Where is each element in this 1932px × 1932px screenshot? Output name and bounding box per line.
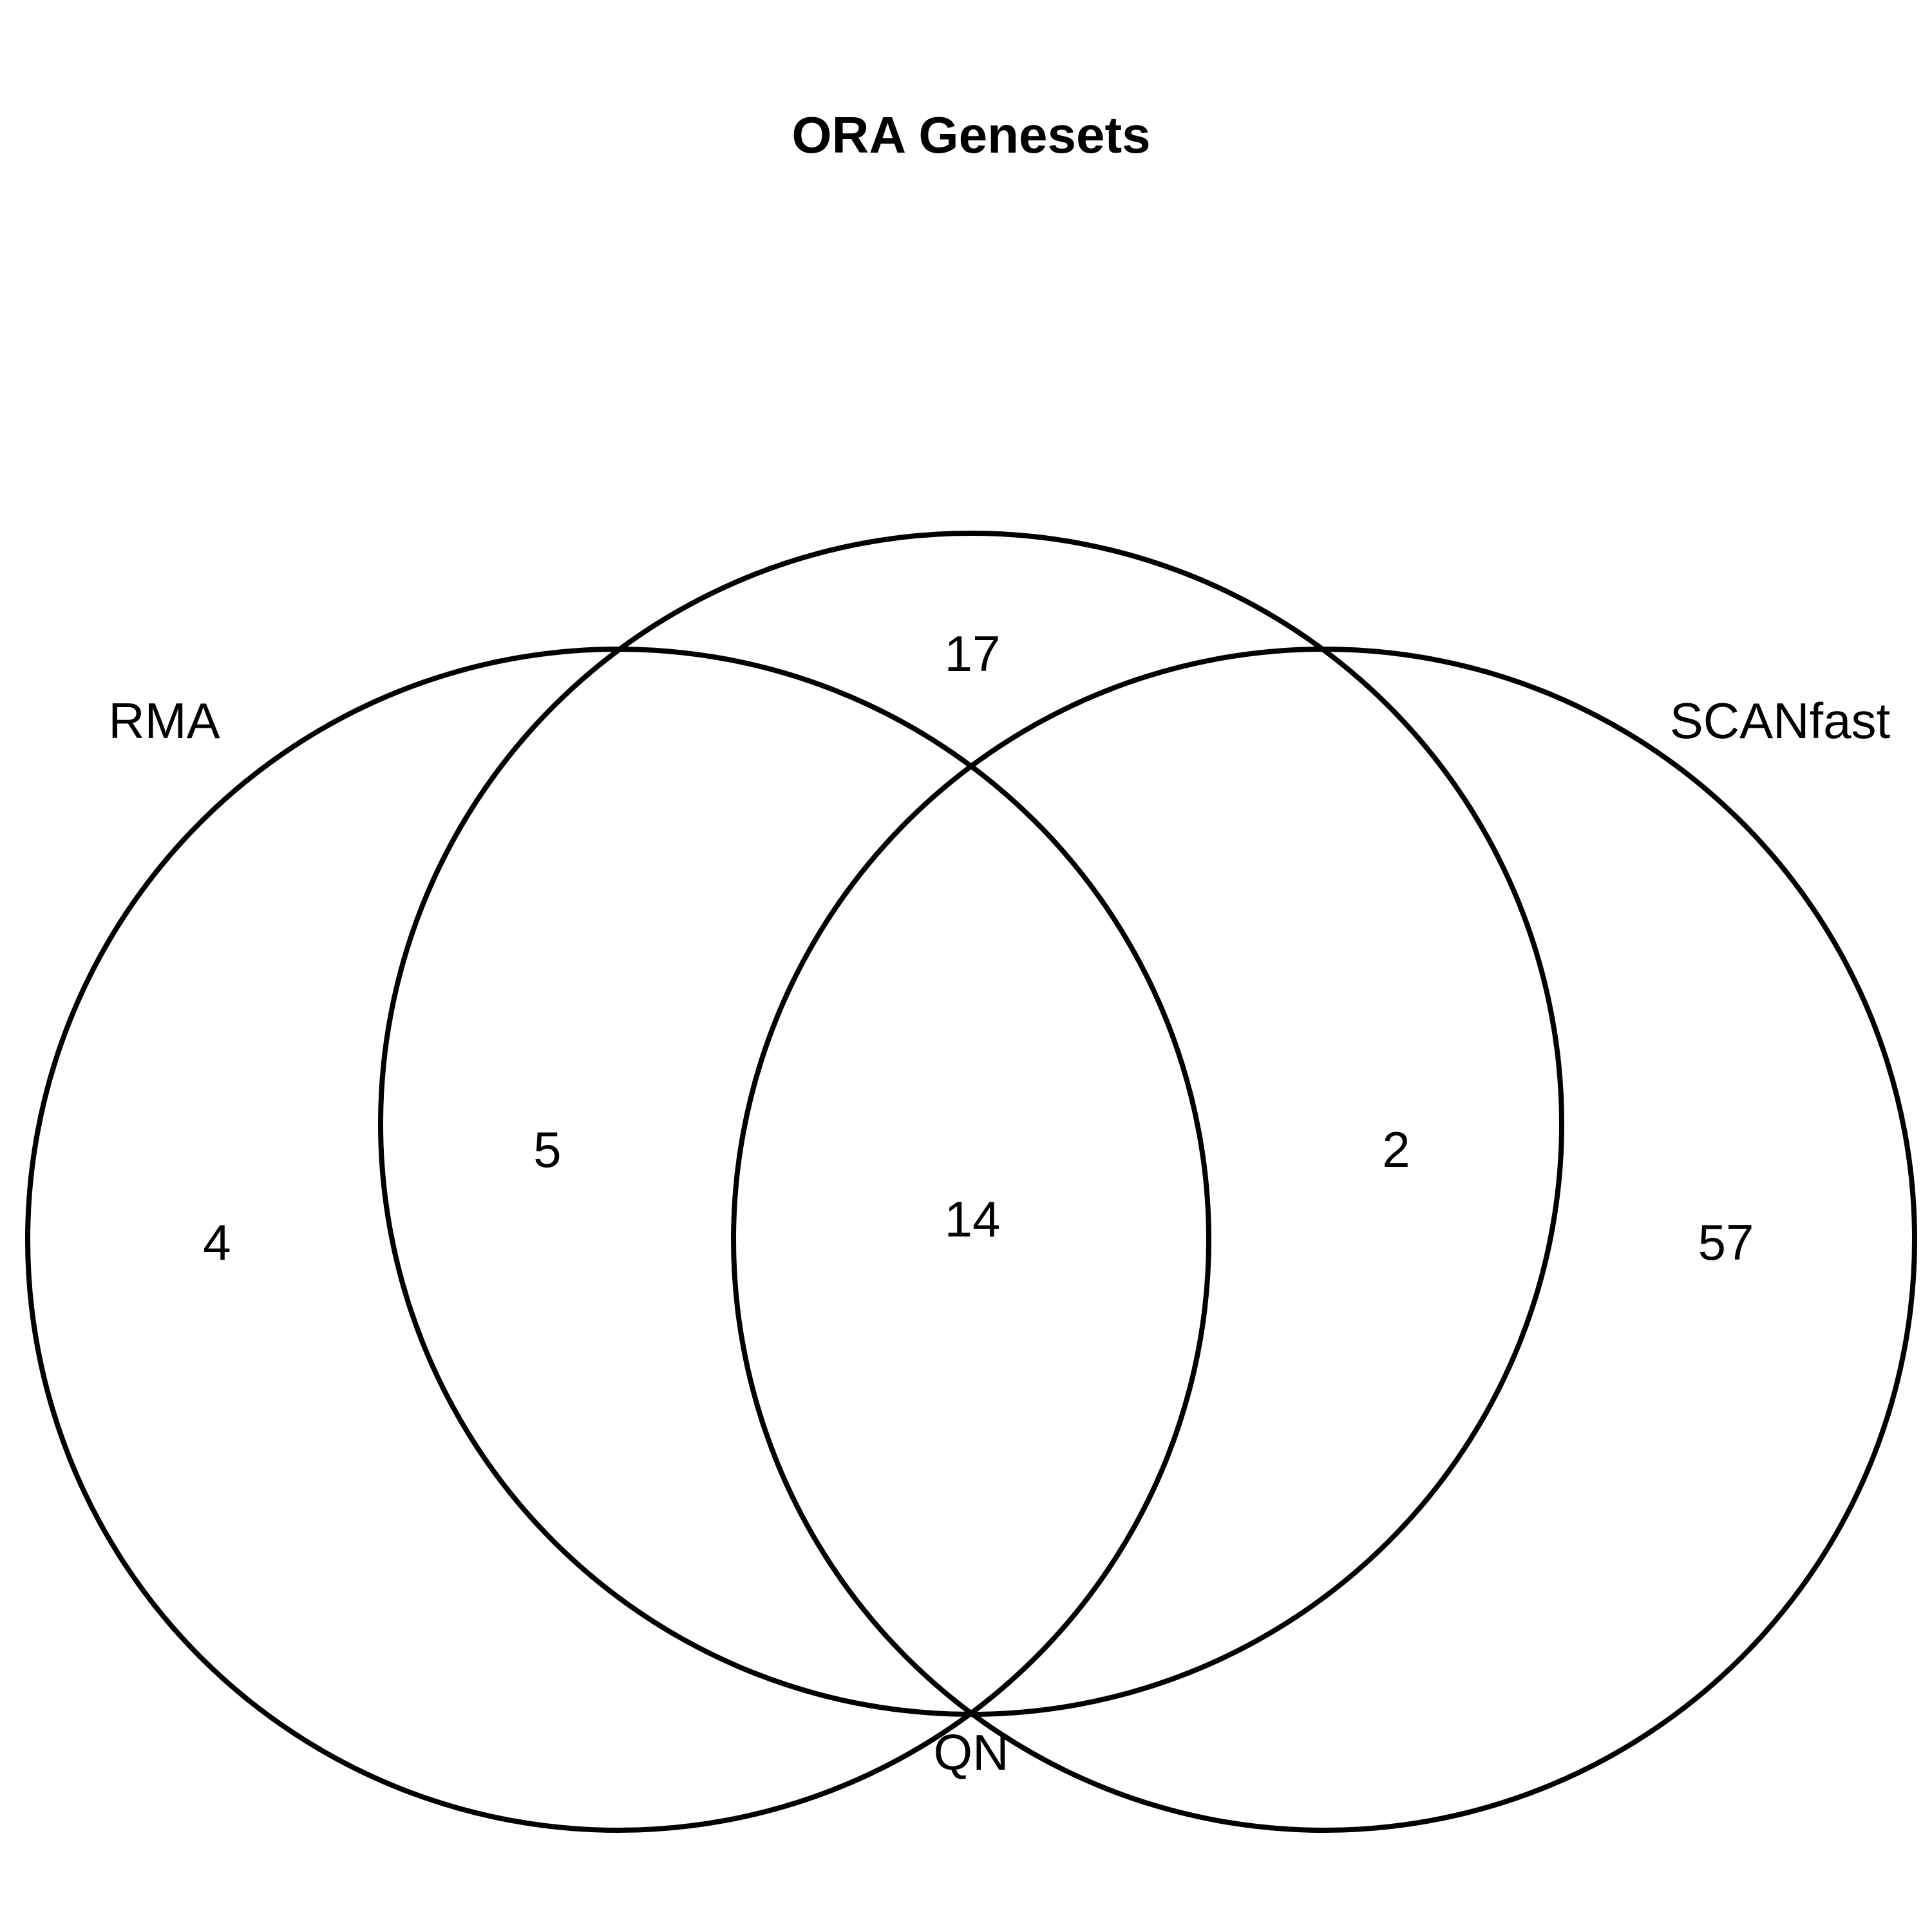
set-label-rma: RMA — [108, 692, 220, 749]
count-qn-only: 17 — [945, 625, 1001, 682]
count-rma-qn: 5 — [533, 1121, 561, 1178]
set-label-scanfast: SCANfast — [1670, 692, 1891, 749]
count-rma-only: 4 — [203, 1214, 231, 1271]
diagram-title: ORA Genesets — [791, 106, 1150, 164]
count-scanfast-only: 57 — [1698, 1214, 1754, 1271]
set-circle-scanfast — [731, 647, 1917, 1833]
count-all-three: 14 — [945, 1191, 1001, 1247]
count-qn-scanfast: 2 — [1382, 1121, 1410, 1178]
set-label-qn: QN — [934, 1724, 1009, 1781]
